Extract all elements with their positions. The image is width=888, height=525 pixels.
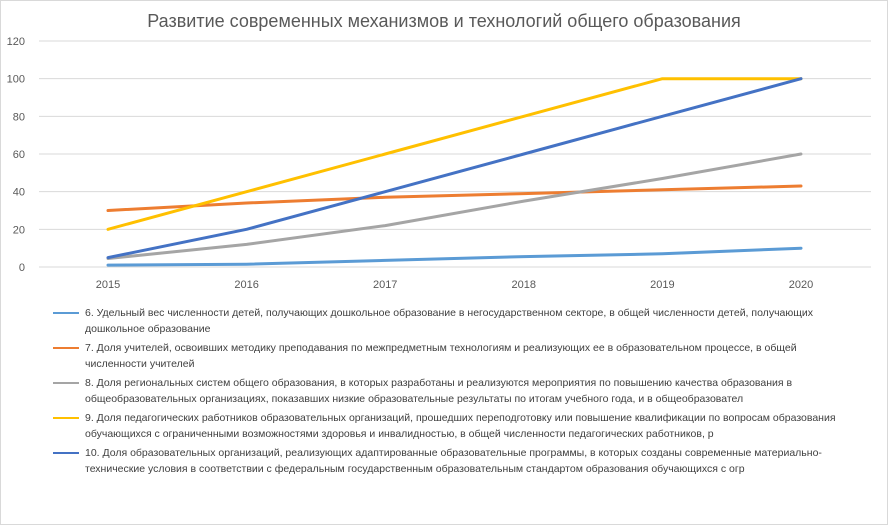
x-tick-label-2018: 2018	[512, 279, 536, 291]
y-tick-label-100: 100	[7, 74, 25, 86]
chart-title: Развитие современных механизмов и технол…	[147, 11, 741, 31]
y-tick-label-0: 0	[19, 262, 25, 274]
legend-label: 10. Доля образовательных организаций, ре…	[85, 447, 822, 475]
legend-swatch	[53, 417, 79, 419]
series-line-1	[106, 246, 803, 267]
y-tick-label-40: 40	[13, 187, 25, 199]
legend-label: 6. Удельный вес численности детей, получ…	[85, 307, 814, 335]
legend-label: 7. Доля учителей, освоивших методику пре…	[85, 342, 797, 370]
legend-label: 8. Доля региональных систем общего образ…	[85, 377, 793, 405]
legend-label: 9. Доля педагогических работников образо…	[85, 412, 836, 440]
legend: 6. Удельный вес численности детей, получ…	[53, 305, 843, 480]
legend-swatch	[53, 347, 79, 349]
legend-swatch	[53, 452, 79, 454]
legend-item: 6. Удельный вес численности детей, получ…	[53, 305, 843, 337]
series-line-4	[106, 77, 803, 231]
y-tick-label-120: 120	[7, 36, 25, 48]
x-tick-label-2015: 2015	[96, 279, 120, 291]
x-tick-label-2016: 2016	[234, 279, 258, 291]
y-tick-label-80: 80	[13, 111, 25, 123]
series-line-3	[106, 152, 803, 260]
legend-item: 7. Доля учителей, освоивших методику пре…	[53, 340, 843, 372]
y-tick-label-60: 60	[13, 149, 25, 161]
series-line-2	[106, 184, 803, 212]
plot-area: 0 20 40 60 80 100 120 2015 2016 2017 2018 2019 2020	[7, 36, 871, 291]
legend-item: 8. Доля региональных систем общего образ…	[53, 375, 843, 407]
legend-swatch	[53, 382, 79, 384]
y-tick-label-20: 20	[13, 224, 25, 236]
legend-swatch	[53, 312, 79, 314]
x-tick-label-2020: 2020	[789, 279, 813, 291]
legend-item: 10. Доля образовательных организаций, ре…	[53, 445, 843, 477]
series-line-5	[106, 77, 803, 260]
x-tick-label-2019: 2019	[650, 279, 674, 291]
x-tick-label-2017: 2017	[373, 279, 397, 291]
legend-item: 9. Доля педагогических работников образо…	[53, 410, 843, 442]
